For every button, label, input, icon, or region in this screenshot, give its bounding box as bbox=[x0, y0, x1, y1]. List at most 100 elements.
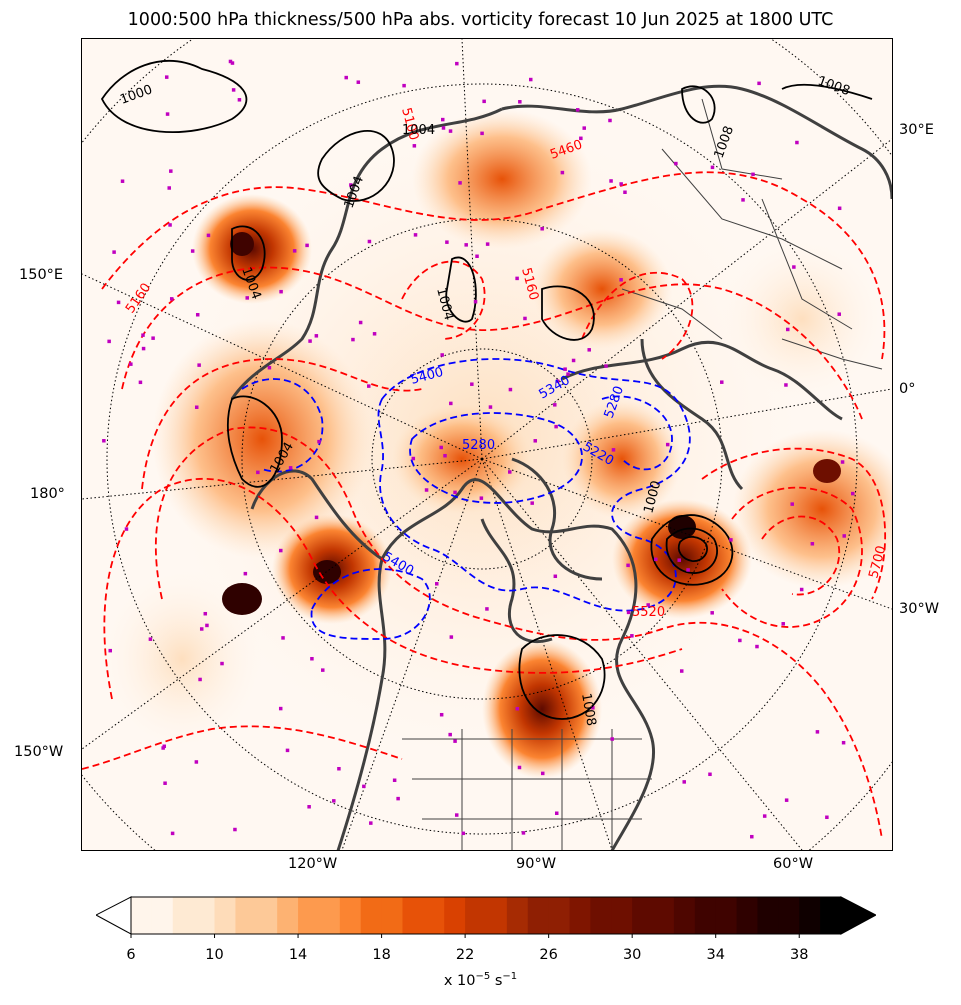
station-marker bbox=[488, 405, 493, 409]
station-marker bbox=[755, 644, 759, 649]
colorbar-bin bbox=[632, 897, 654, 934]
station-marker bbox=[439, 445, 443, 450]
colorbar-bin bbox=[757, 897, 779, 934]
station-marker bbox=[245, 296, 249, 300]
station-marker bbox=[518, 100, 522, 104]
station-marker bbox=[199, 627, 204, 631]
station-marker bbox=[279, 289, 283, 294]
station-marker bbox=[530, 501, 534, 505]
thickness-label: 5280 bbox=[462, 438, 495, 453]
station-marker bbox=[337, 766, 341, 771]
colorbar-tick-label: 38 bbox=[790, 947, 809, 963]
station-marker bbox=[609, 179, 613, 183]
station-marker bbox=[164, 75, 169, 79]
station-marker bbox=[424, 488, 429, 492]
station-marker bbox=[237, 98, 242, 102]
lon-label-30w: 30°W bbox=[899, 601, 940, 617]
station-marker bbox=[677, 558, 681, 562]
station-marker bbox=[233, 827, 237, 832]
station-marker bbox=[230, 61, 235, 65]
station-marker bbox=[579, 136, 583, 141]
colorbar-tick-label: 10 bbox=[205, 947, 224, 963]
colorbar-graphic bbox=[94, 896, 878, 938]
station-marker bbox=[112, 250, 116, 254]
station-marker bbox=[566, 372, 570, 376]
colorbar-bin bbox=[486, 897, 508, 934]
station-marker bbox=[515, 706, 520, 711]
colorbar-extend-min bbox=[94, 896, 132, 935]
graticule bbox=[82, 39, 892, 850]
station-marker bbox=[205, 623, 209, 628]
station-marker bbox=[515, 276, 519, 281]
station-marker bbox=[475, 254, 479, 258]
colorbar bbox=[94, 896, 878, 938]
station-marker bbox=[751, 172, 755, 177]
lon-label-150w: 150°W bbox=[14, 744, 64, 760]
station-marker bbox=[278, 706, 283, 711]
station-marker bbox=[243, 571, 248, 576]
lon-label-150e: 150°E bbox=[19, 267, 64, 283]
station-marker bbox=[448, 129, 453, 133]
station-marker bbox=[198, 677, 202, 682]
station-marker bbox=[842, 534, 846, 538]
map-canvas: 5100 5160 5160 5700 5520 5400 5340 5280 … bbox=[82, 39, 892, 850]
station-marker bbox=[267, 365, 272, 370]
station-marker bbox=[108, 648, 113, 653]
station-marker bbox=[750, 834, 754, 839]
colorbar-extend-max bbox=[840, 896, 878, 935]
station-marker bbox=[310, 656, 314, 661]
station-marker bbox=[540, 227, 544, 231]
station-marker bbox=[485, 607, 489, 611]
station-marker bbox=[762, 814, 767, 818]
station-marker bbox=[120, 179, 125, 183]
political-borders bbox=[402, 98, 883, 850]
station-marker bbox=[362, 784, 366, 789]
station-marker bbox=[528, 77, 533, 82]
station-marker bbox=[449, 635, 454, 639]
station-marker bbox=[626, 610, 631, 615]
station-marker bbox=[720, 380, 724, 384]
colorbar-bin bbox=[673, 897, 696, 934]
station-marker bbox=[560, 170, 565, 175]
station-marker bbox=[367, 384, 371, 388]
station-marker bbox=[168, 223, 172, 227]
thickness-label: 5520 bbox=[632, 605, 665, 620]
station-marker bbox=[116, 300, 121, 305]
station-marker bbox=[194, 405, 199, 409]
station-marker bbox=[412, 144, 417, 148]
station-markers bbox=[102, 59, 855, 839]
station-marker bbox=[837, 312, 841, 316]
station-marker bbox=[288, 466, 293, 470]
colorbar-bin bbox=[778, 897, 800, 934]
colorbar-bin bbox=[381, 897, 403, 934]
station-marker bbox=[619, 182, 623, 186]
station-marker bbox=[784, 383, 788, 387]
station-marker bbox=[523, 316, 527, 321]
station-marker bbox=[785, 327, 790, 332]
station-marker bbox=[587, 348, 591, 352]
station-marker bbox=[165, 112, 170, 116]
station-marker bbox=[107, 339, 111, 344]
station-marker bbox=[533, 439, 538, 443]
map-panel[interactable]: 5100 5160 5160 5700 5520 5400 5340 5280 … bbox=[81, 38, 893, 851]
colorbar-tick-label: 26 bbox=[539, 947, 558, 963]
station-marker bbox=[553, 574, 558, 579]
colorbar-bin bbox=[214, 897, 236, 934]
station-marker bbox=[784, 798, 789, 802]
colorbar-bin bbox=[423, 897, 445, 934]
station-marker bbox=[792, 265, 796, 269]
station-marker bbox=[674, 161, 678, 166]
station-marker bbox=[757, 81, 761, 86]
station-marker bbox=[305, 243, 309, 248]
colorbar-bin bbox=[298, 897, 320, 934]
station-marker bbox=[623, 190, 627, 194]
station-marker bbox=[308, 339, 312, 343]
station-marker bbox=[392, 778, 397, 782]
station-marker bbox=[151, 336, 155, 340]
colorbar-tick-label: 18 bbox=[372, 947, 391, 963]
station-marker bbox=[402, 83, 406, 88]
station-marker bbox=[358, 320, 363, 325]
station-marker bbox=[571, 358, 576, 363]
station-marker bbox=[411, 456, 416, 461]
station-marker bbox=[554, 424, 558, 429]
